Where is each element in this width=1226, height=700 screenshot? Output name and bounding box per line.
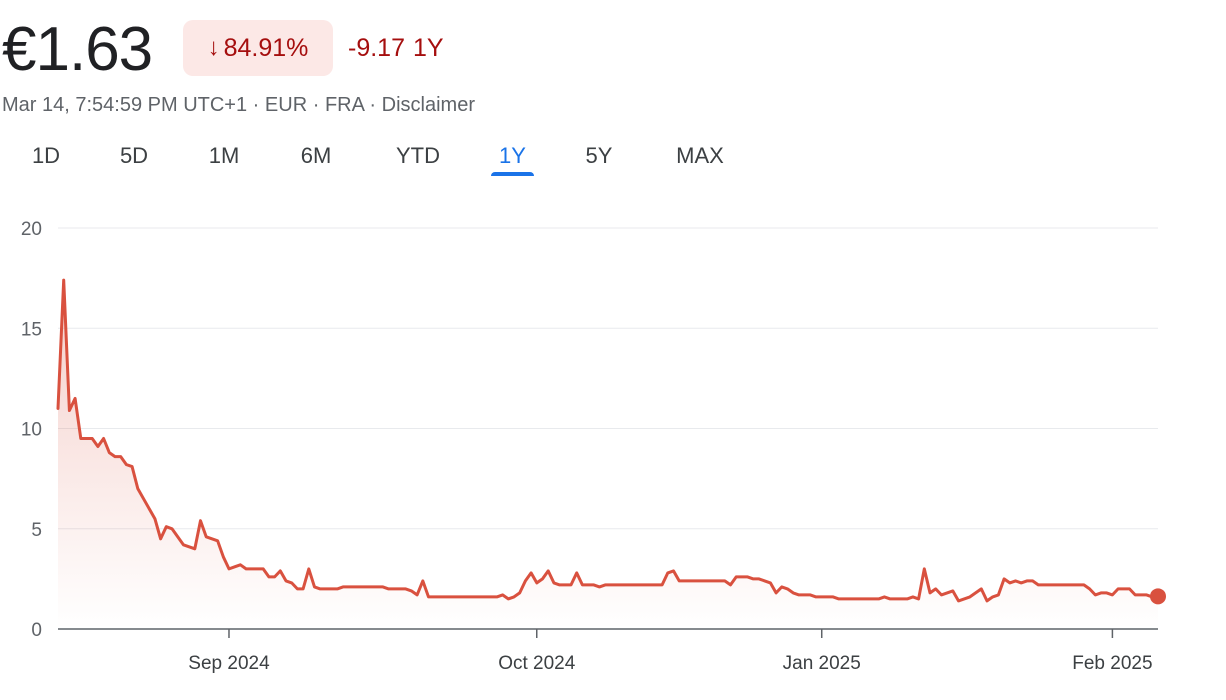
y-axis: 0 5 10 15 20 xyxy=(21,219,42,641)
grid xyxy=(58,227,1158,530)
y-tick-label: 20 xyxy=(21,219,42,240)
change-summary: -9.17 1Y xyxy=(348,28,452,68)
price-area xyxy=(58,280,1158,629)
quote-timestamp: Mar 14, 7:54:59 PM UTC+1 xyxy=(2,94,248,116)
range-tabs: 1D 5D 1M 6M YTD 1Y 5Y MAX xyxy=(0,138,800,182)
y-tick-label: 15 xyxy=(21,319,42,340)
y-tick-label: 10 xyxy=(21,420,42,441)
y-tick-label: 0 xyxy=(31,620,42,641)
tab-1d[interactable]: 1D xyxy=(26,138,66,178)
separator: · xyxy=(312,94,320,116)
x-tick-label: Sep 2024 xyxy=(188,653,270,674)
current-price: €1.63 xyxy=(2,15,153,84)
disclaimer-link[interactable]: Disclaimer xyxy=(381,94,475,116)
tab-ytd[interactable]: YTD xyxy=(388,138,448,178)
change-value: -9.17 xyxy=(348,34,405,62)
change-percent-badge: ↓ 84.91% xyxy=(183,20,333,76)
tab-5y[interactable]: 5Y xyxy=(578,138,620,178)
separator: · xyxy=(369,94,377,116)
price-line xyxy=(56,278,1160,603)
tab-label: YTD xyxy=(396,143,440,168)
quote-currency: EUR xyxy=(264,94,308,116)
separator: · xyxy=(252,94,260,116)
x-tick-label: Jan 2025 xyxy=(783,653,861,674)
active-tab-indicator xyxy=(491,172,534,176)
tab-label: 1D xyxy=(31,143,61,168)
price-chart[interactable]: 0 5 10 15 20 Sep 2024 Oct 2024 Jan 2025 Feb 202… xyxy=(0,200,1226,700)
y-tick-label: 5 xyxy=(31,520,42,541)
tab-6m[interactable]: 6M xyxy=(292,138,340,178)
tab-5d[interactable]: 5D xyxy=(112,138,156,178)
tab-label: 5D xyxy=(119,143,149,168)
x-tick-label: Oct 2024 xyxy=(498,653,576,674)
quote-meta: Mar 14, 7:54:59 PM UTC+1 · EUR · FRA · D… xyxy=(2,92,475,118)
change-period: 1Y xyxy=(412,34,444,62)
arrow-down-icon: ↓ xyxy=(207,34,220,61)
change-percent: 84.91% xyxy=(223,33,309,62)
tab-label: 6M xyxy=(300,143,332,168)
tab-label: 5Y xyxy=(585,143,613,168)
x-axis: Sep 2024 Oct 2024 Jan 2025 Feb 2025 xyxy=(188,629,1153,674)
tab-1m[interactable]: 1M xyxy=(202,138,246,178)
last-price-marker[interactable] xyxy=(1150,588,1166,605)
x-tick-label: Feb 2025 xyxy=(1072,653,1152,674)
tab-label: 1Y xyxy=(499,143,526,168)
quote-exchange: FRA xyxy=(324,94,364,116)
tab-max[interactable]: MAX xyxy=(668,138,732,178)
tab-label: 1M xyxy=(208,143,240,168)
tab-1y[interactable]: 1Y xyxy=(491,138,534,178)
tab-label: MAX xyxy=(676,143,724,168)
